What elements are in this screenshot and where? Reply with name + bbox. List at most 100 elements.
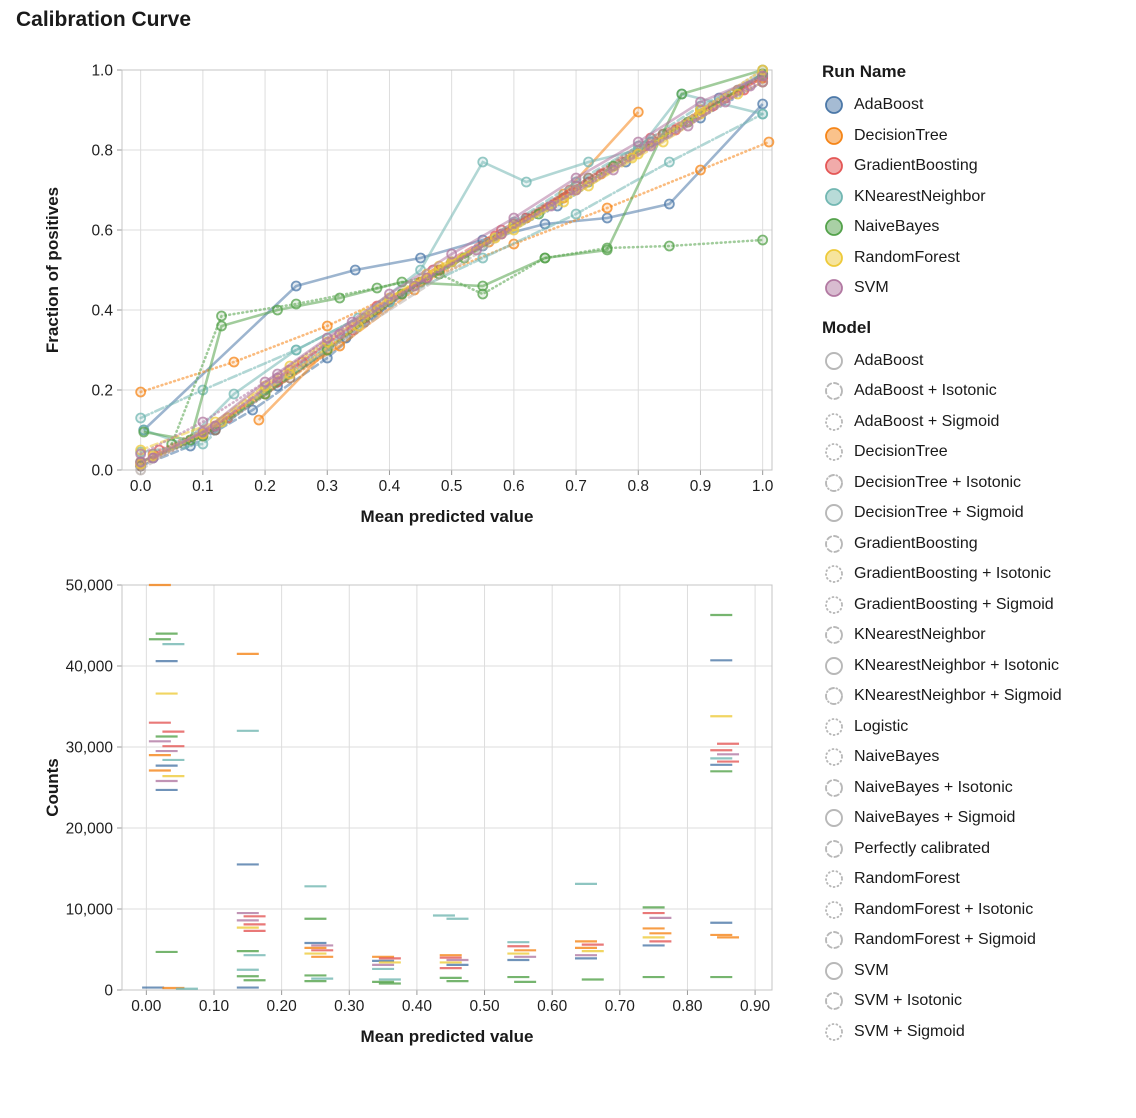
y-tick-label: 50,000 [66, 578, 114, 595]
legend-model-item[interactable]: AdaBoost + Isotonic [822, 376, 1132, 407]
y-tick-label: 20,000 [66, 821, 114, 838]
legend-run-item[interactable]: GradientBoosting [822, 151, 1132, 182]
legend-model-item[interactable]: Perfectly calibrated [822, 834, 1132, 865]
series-line [139, 140, 771, 394]
legend-model-item[interactable]: GradientBoosting [822, 529, 1132, 560]
x-axis-title: Mean predicted value [361, 507, 534, 526]
series-point [446, 248, 458, 260]
series-point [253, 414, 265, 426]
legend-model-symbol-icon [825, 1022, 843, 1041]
legend-run-label: GradientBoosting [854, 157, 978, 175]
y-tick-label: 10,000 [66, 902, 114, 919]
series-point [272, 304, 283, 316]
legend-model-symbol-icon [825, 717, 843, 736]
legend-model-title: Model [822, 317, 872, 337]
legend-model-symbol-icon [825, 748, 843, 767]
legend-model-item[interactable]: NaiveBayes + Sigmoid [822, 803, 1132, 834]
series-point [757, 234, 769, 246]
legend-model-item[interactable]: DecisionTree + Isotonic [822, 468, 1132, 499]
series-point [570, 208, 582, 220]
legend-model-label: RandomForest + Sigmoid [854, 931, 1036, 949]
legend-model-label: KNearestNeighbor + Sigmoid [854, 687, 1062, 705]
x-tick-label: 0.40 [402, 998, 433, 1015]
legend-run-item[interactable]: NaiveBayes [822, 212, 1132, 243]
legend-run-label: KNearestNeighbor [854, 187, 986, 205]
counts-chart: 0.00 0.10 0.20 0.30 0.40 0.50 0.60 0.70 0.80 0.90… [43, 578, 773, 1046]
legend-model-item[interactable]: KNearestNeighbor + Isotonic [822, 651, 1132, 682]
x-tick-label: 0.8 [627, 478, 649, 495]
legend-run-swatch-icon [825, 187, 843, 206]
x-axis-title: Mean predicted value [361, 1027, 534, 1046]
legend-model-label: AdaBoost + Sigmoid [854, 412, 1000, 430]
legend-run-list: AdaBoost DecisionTree GradientBoosting KNea… [822, 90, 1132, 304]
legend-run-swatch-icon [825, 218, 843, 237]
series-point [570, 184, 582, 196]
legend-run-item[interactable]: KNearestNeighbor [822, 182, 1132, 213]
legend-model-item[interactable]: SVM + Sigmoid [822, 1017, 1132, 1048]
legend-model-item[interactable]: SVM + Isotonic [822, 986, 1132, 1017]
legend-model-item[interactable]: Logistic [822, 712, 1132, 743]
legend-model-item[interactable]: KNearestNeighbor [822, 620, 1132, 651]
legend-run-item[interactable]: AdaBoost [822, 90, 1132, 121]
x-tick-label: 0.50 [469, 998, 500, 1015]
legend-model-item[interactable]: RandomForest [822, 864, 1132, 895]
legend-model-symbol-icon [825, 504, 843, 523]
legend-model-item[interactable]: DecisionTree + Sigmoid [822, 498, 1132, 529]
series-point [663, 156, 675, 168]
legend-model-symbol-icon [825, 382, 843, 401]
legend-model-symbol-icon [825, 626, 843, 645]
legend-model-item[interactable]: KNearestNeighbor + Sigmoid [822, 681, 1132, 712]
x-tick-label: 0.00 [131, 998, 162, 1015]
legend-model-label: RandomForest + Isotonic [854, 900, 1034, 918]
legend-run-item[interactable]: RandomForest [822, 243, 1132, 274]
legend-model-symbol-icon [825, 992, 843, 1011]
legend-model-symbol-icon [825, 870, 843, 889]
x-tick-label: 0.6 [503, 478, 525, 495]
legend-model-item[interactable]: NaiveBayes [822, 742, 1132, 773]
series-point [272, 368, 283, 380]
legend-model-symbol-icon [825, 687, 843, 706]
legend-model-item[interactable]: GradientBoosting + Isotonic [822, 559, 1132, 590]
legend-model-symbol-icon [825, 534, 843, 553]
legend-model-item[interactable]: AdaBoost [822, 346, 1132, 377]
legend-run-item[interactable]: SVM [822, 273, 1132, 304]
x-tick-label: 0.2 [254, 478, 276, 495]
series-point [477, 252, 489, 264]
series-point [421, 272, 433, 284]
legend-model-symbol-icon [825, 809, 843, 828]
legend-run-item[interactable]: DecisionTree [822, 121, 1132, 152]
series-point [663, 198, 675, 210]
series-point [346, 316, 358, 328]
y-tick-label: 0.2 [91, 383, 113, 400]
x-tick-label: 0.3 [316, 478, 338, 495]
y-tick-label: 30,000 [66, 740, 114, 757]
x-tick-label: 0.80 [672, 998, 703, 1015]
page-title: Calibration Curve [16, 8, 192, 31]
legend-model-item[interactable]: SVM [822, 956, 1132, 987]
series-point [601, 244, 613, 256]
series-point [228, 356, 240, 368]
series-point [321, 320, 333, 332]
x-tick-label: 0.7 [565, 478, 587, 495]
legend-model-label: KNearestNeighbor + Isotonic [854, 656, 1059, 674]
legend-model-symbol-icon [825, 351, 843, 370]
legend-model-item[interactable]: DecisionTree [822, 437, 1132, 468]
series-point [632, 106, 644, 118]
legend-model-label: Logistic [854, 717, 909, 735]
legend-model-item[interactable]: GradientBoosting + Sigmoid [822, 590, 1132, 621]
series-point [216, 310, 227, 322]
legend-model-label: SVM + Sigmoid [854, 1022, 965, 1040]
legend-run-label: RandomForest [854, 248, 960, 266]
series-point [209, 420, 221, 432]
y-tick-label: 0.8 [91, 143, 113, 160]
legend-model-item[interactable]: NaiveBayes + Isotonic [822, 773, 1132, 804]
legend-model-label: AdaBoost [854, 351, 924, 369]
legend-model-item[interactable]: RandomForest + Isotonic [822, 895, 1132, 926]
legend-model-item[interactable]: AdaBoost + Sigmoid [822, 407, 1132, 438]
series-point [349, 264, 361, 276]
legend-model-symbol-icon [825, 839, 843, 858]
y-tick-label: 0.0 [91, 463, 113, 480]
series-line [142, 103, 764, 431]
legend-model-item[interactable]: RandomForest + Sigmoid [822, 925, 1132, 956]
series-point [757, 98, 769, 110]
